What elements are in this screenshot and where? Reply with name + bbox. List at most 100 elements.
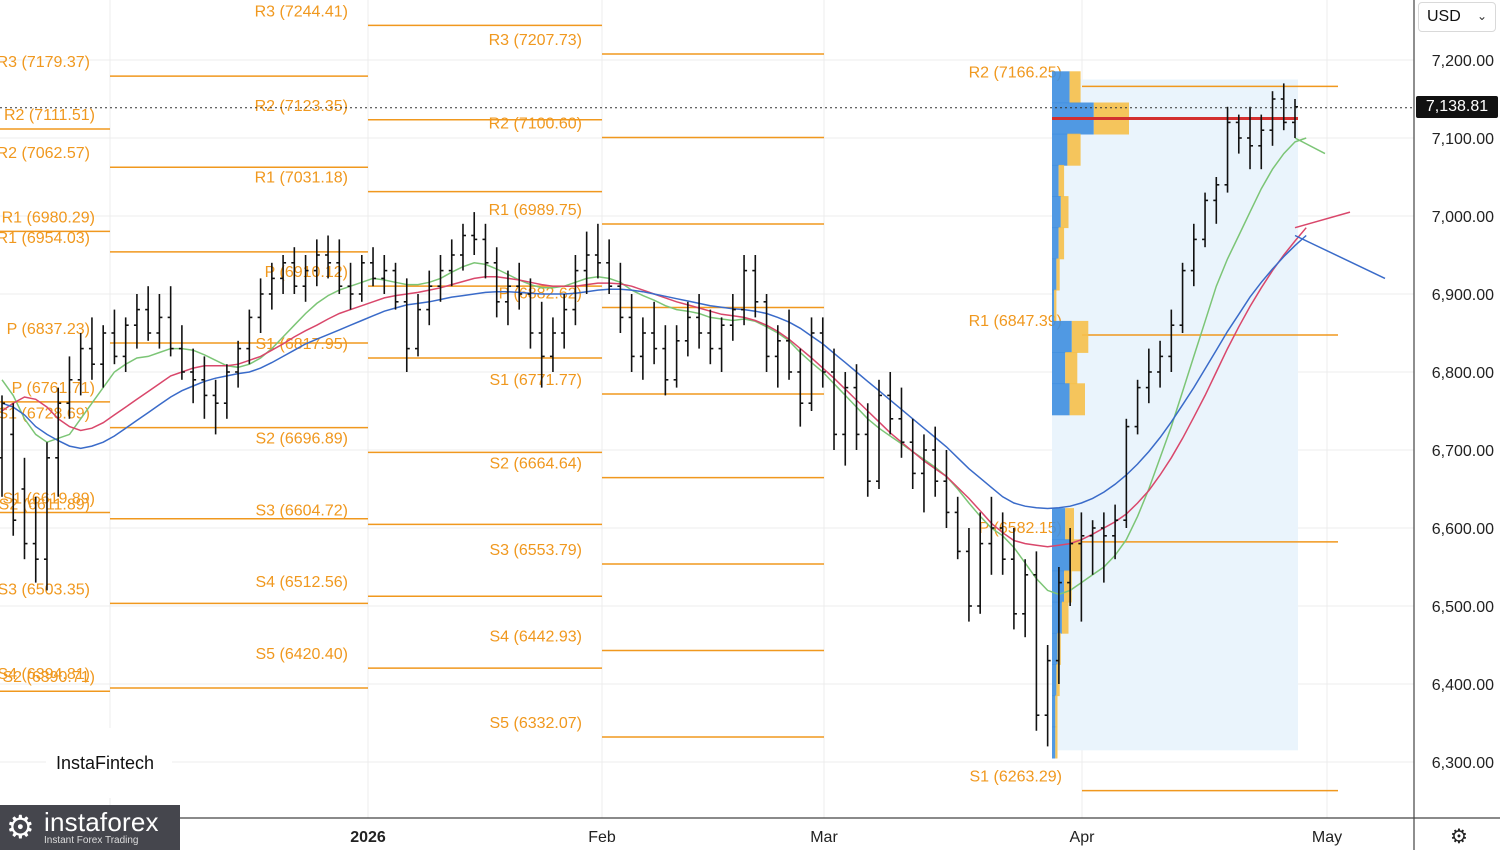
ohlc-bar: [1134, 379, 1141, 435]
settings-icon[interactable]: ⚙: [1450, 826, 1468, 848]
ohlc-bar: [1202, 192, 1209, 248]
ohlc-bar: [774, 325, 781, 388]
volume-bar-down: [1055, 695, 1058, 728]
ohlc-bar: [875, 379, 882, 489]
pivot-label: R2 (7166.25): [969, 64, 1062, 81]
ohlc-bar: [302, 255, 309, 302]
pivot-label: R3 (7244.41): [255, 3, 348, 20]
volume-bar-up: [1052, 196, 1061, 229]
ohlc-bar: [853, 364, 860, 450]
y-tick-label: 6,300.00: [1432, 755, 1494, 772]
moving-average-line: [1, 137, 1307, 596]
ohlc-bar: [1123, 418, 1130, 528]
ohlc-bar: [1067, 528, 1074, 606]
ohlc-bar: [1112, 504, 1119, 560]
ohlc-bar: [111, 309, 118, 365]
volume-bar-down: [1058, 164, 1065, 197]
ohlc-bar: [426, 270, 433, 326]
ohlc-bar: [718, 317, 725, 372]
volume-bar-down: [1061, 601, 1069, 634]
volume-bar-up: [1052, 133, 1068, 166]
ohlc-bar: [66, 356, 73, 419]
ohlc-bar: [977, 512, 984, 614]
y-tick-label: 7,200.00: [1432, 53, 1494, 70]
y-tick-label: 7,100.00: [1432, 131, 1494, 148]
ohlc-bar: [1168, 309, 1175, 372]
ohlc-bar: [1224, 106, 1231, 193]
ohlc-bar: [1190, 223, 1197, 287]
ohlc-bar: [471, 212, 478, 255]
volume-bar-up: [1052, 258, 1057, 291]
ohlc-bar: [10, 403, 17, 536]
ohlc-bar: [943, 450, 950, 528]
ohlc-bar: [403, 278, 410, 372]
ohlc-bar: [1213, 177, 1220, 224]
volume-bar-down: [1055, 726, 1058, 759]
ohlc-bar: [527, 278, 534, 349]
ohlc-bar: [628, 294, 635, 372]
volume-bar-down: [1060, 196, 1069, 229]
ohlc-bar: [268, 262, 275, 310]
volume-bar-up: [1052, 664, 1057, 697]
volume-bar-up: [1052, 539, 1070, 572]
pivot-label: R2 (7111.51): [4, 107, 95, 124]
instaforex-logo: ⚙ instaforex Instant Forex Trading: [0, 805, 180, 850]
ohlc-bar: [145, 286, 152, 341]
ohlc-bar: [909, 418, 916, 489]
ohlc-bar: [538, 301, 545, 388]
ohlc-bar: [325, 235, 332, 279]
pivot-label: S2 (6696.89): [255, 430, 348, 447]
currency-select[interactable]: USD ⌄: [1418, 2, 1496, 32]
y-tick-label: 6,500.00: [1432, 599, 1494, 616]
logo-name: instaforex: [44, 807, 159, 837]
ohlc-bar: [1247, 106, 1254, 170]
volume-bar-down: [1065, 352, 1078, 385]
pivot-label: R1 (6954.03): [0, 230, 90, 247]
ohlc-bar: [1022, 559, 1029, 638]
ohlc-bar: [1033, 551, 1040, 731]
ohlc-bar: [336, 239, 343, 294]
volume-bar-up: [1052, 383, 1070, 416]
ohlc-bar: [797, 348, 804, 427]
moving-average-line: [1, 234, 1307, 510]
pivot-label: S4 (6442.93): [489, 629, 582, 646]
brand-label: InstaFintech: [56, 752, 155, 773]
pivot-label: R2 (7062.57): [0, 145, 90, 162]
last-price-tag: 7,138.81: [1416, 96, 1498, 118]
ohlc-bar: [358, 255, 365, 302]
volume-bar-up: [1052, 508, 1066, 541]
ohlc-bar: [1157, 340, 1164, 388]
ohlc-bar: [88, 317, 95, 380]
volume-bar-down: [1058, 227, 1065, 260]
ohlc-bar: [1235, 114, 1242, 154]
ohlc-bar: [898, 387, 905, 458]
x-tick-label: May: [1312, 829, 1342, 846]
ohlc-bar: [932, 426, 939, 497]
volume-bar-up: [1052, 227, 1059, 260]
x-tick-label: Mar: [810, 829, 838, 846]
ohlc-bar: [392, 262, 399, 310]
pivot-label: R2 (7100.60): [489, 116, 582, 133]
ohlc-bar: [32, 496, 39, 583]
ohlc-bar: [201, 356, 208, 419]
volume-bar-up: [1052, 289, 1055, 322]
volume-bar-down: [1056, 664, 1060, 697]
ohlc-bar: [1179, 262, 1186, 333]
volume-bar-up: [1052, 601, 1062, 634]
pivot-label: S3 (6503.35): [0, 581, 90, 598]
pivot-label: S1 (6728.69): [0, 406, 90, 423]
ohlc-bar: [831, 348, 838, 450]
volume-bar-up: [1052, 570, 1065, 603]
pivot-label: P (6837.23): [7, 321, 90, 338]
ohlc-bar: [482, 223, 489, 279]
pivot-label: S1 (6771.77): [489, 372, 582, 389]
ohlc-bar: [1292, 99, 1298, 138]
ohlc-bar: [1089, 520, 1096, 575]
ohlc-bar: [280, 255, 287, 294]
logo-gear-icon: ⚙: [6, 809, 35, 845]
pivot-label: S4 (6394.81): [0, 666, 90, 683]
ohlc-bar: [842, 372, 849, 466]
ohlc-bar: [662, 325, 669, 396]
volume-bar-down: [1065, 508, 1074, 541]
